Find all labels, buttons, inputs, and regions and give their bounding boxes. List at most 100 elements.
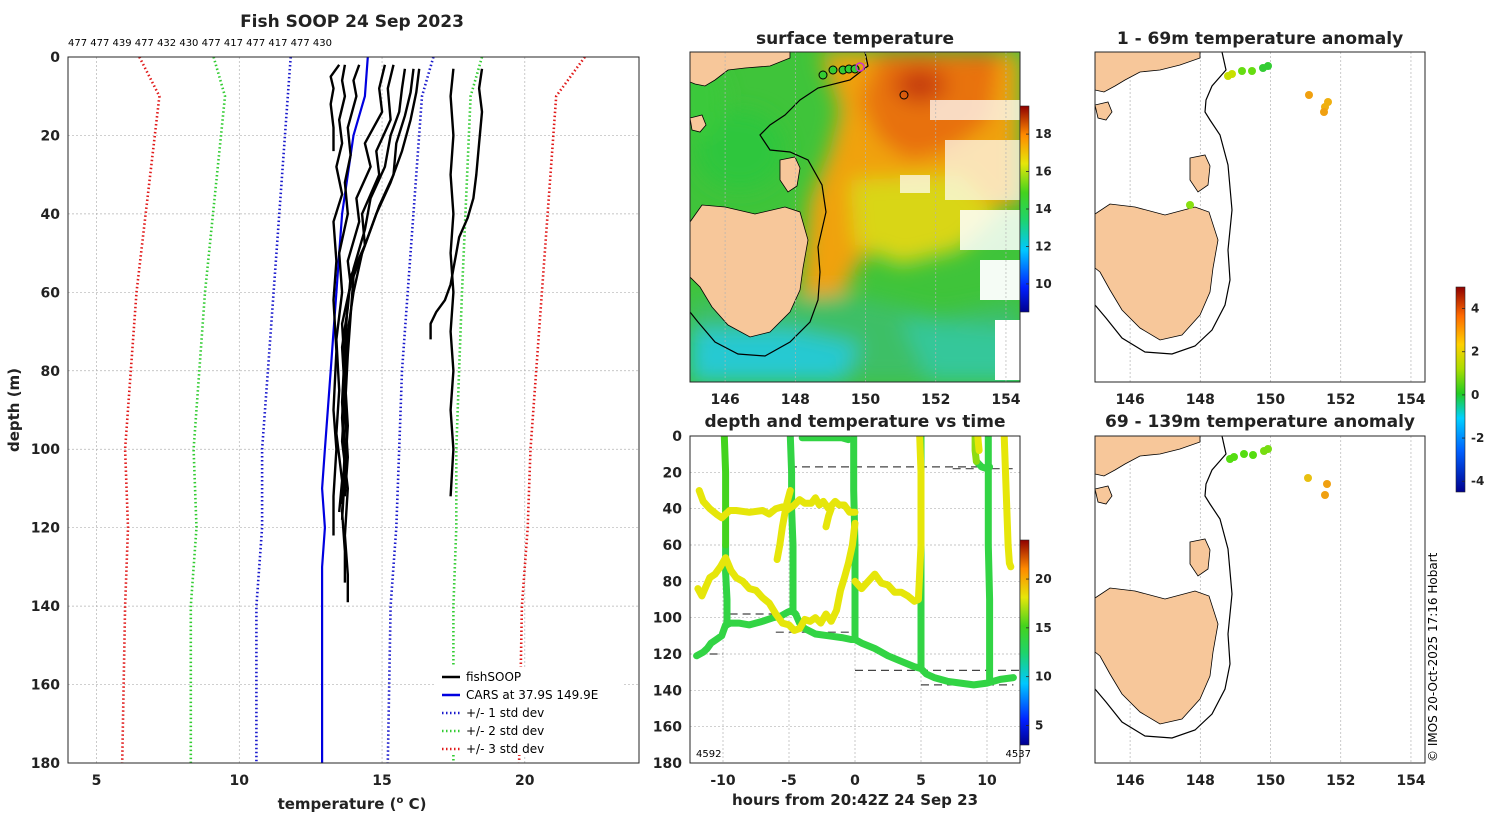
series--3-std-dev-high — [517, 57, 586, 763]
time-track — [1000, 436, 1015, 571]
y-tick-label: 100 — [653, 611, 682, 627]
y-tick-label: 60 — [663, 538, 683, 554]
y-tick-label: 0 — [672, 429, 682, 445]
time-tracks — [693, 436, 1017, 689]
anom-bottom-stations — [1226, 445, 1331, 499]
series--2-std-dev-low — [189, 57, 227, 763]
time-track — [694, 519, 859, 634]
y-tick-label: 80 — [663, 574, 683, 590]
y-tick-label: 40 — [41, 207, 61, 223]
colorbar-tick-label: 10 — [1035, 277, 1052, 291]
time-colorbar-ticks: 5 10 15 20 — [1026, 572, 1052, 732]
anom-colorbar-ticks: -4 -2 0 2 4 — [1462, 302, 1484, 488]
y-tick-label: 160 — [653, 720, 682, 736]
lon-tick-label: 152 — [1326, 392, 1355, 408]
legend-label: +/- 3 std dev — [466, 742, 544, 756]
colorbar-tick-label: 2 — [1471, 345, 1479, 359]
colorbar-tick-label: 16 — [1035, 165, 1052, 179]
series-fishsoop — [340, 68, 407, 505]
series-fishsoop — [429, 68, 484, 340]
profile-title: Fish SOOP 24 Sep 2023 — [240, 12, 464, 32]
y-tick-label: 160 — [31, 678, 60, 694]
anom-bottom-grid — [1129, 436, 1412, 763]
colorbar-tick-label: 4 — [1471, 302, 1479, 316]
y-tick-label: 140 — [31, 599, 60, 615]
series-fishsoop — [329, 64, 341, 152]
lon-tick-label: 146 — [710, 392, 739, 408]
time-track — [851, 436, 925, 605]
y-tick-label: 120 — [31, 521, 60, 537]
x-tick-label: 20 — [515, 773, 535, 789]
sst-grid — [724, 52, 1007, 382]
lon-tick-label: 148 — [1186, 392, 1215, 408]
lon-tick-label: 146 — [1115, 392, 1144, 408]
legend-box — [436, 667, 622, 755]
legend-label: CARS at 37.9S 149.9E — [466, 688, 598, 702]
colorbar-tick-label: 14 — [1035, 202, 1052, 216]
colorbar-tick-label: 20 — [1035, 572, 1052, 586]
legend-label: fishSOOP — [466, 670, 521, 684]
legend-label: +/- 1 std dev — [466, 706, 544, 720]
profile-axes-frame — [67, 56, 640, 764]
lon-tick-label: 150 — [851, 392, 880, 408]
time-track — [984, 436, 994, 683]
x-tick-label: 5 — [92, 773, 102, 789]
anom-colorbar — [1455, 286, 1466, 493]
time-track — [693, 606, 859, 660]
anom-top-map — [1095, 52, 1332, 355]
sst-cloud-mask — [900, 100, 1020, 380]
y-tick-label: 180 — [31, 756, 60, 772]
colorbar-tick-label: 10 — [1035, 670, 1052, 684]
sst-shelf-contour — [690, 52, 869, 357]
y-tick-label: 100 — [31, 442, 60, 458]
profile-id-row: 477 477 439 477 432 430 477 417 477 417 … — [68, 38, 332, 49]
anom-bottom-title: 69 - 139m temperature anomaly — [1105, 412, 1415, 432]
lon-tick-label: 152 — [1326, 773, 1355, 789]
time-track — [822, 505, 835, 531]
time-track — [720, 436, 730, 549]
anomaly-panel-bottom: 69 - 139m temperature anomaly 146 148 150 1… — [1094, 412, 1426, 789]
time-track — [695, 487, 859, 522]
colorbar-tick-label: 0 — [1471, 388, 1479, 402]
time-corner-left: 4592 — [696, 749, 721, 760]
profile-panel: Fish SOOP 24 Sep 2023 477 477 439 477 43… — [5, 12, 640, 813]
sst-land-mainland — [690, 52, 791, 87]
x-tick-label: 0 — [850, 773, 860, 789]
y-tick-label: 0 — [50, 50, 60, 66]
sst-ship-stations — [818, 62, 909, 100]
sst-colorbar-ticks: 10 12 14 16 18 — [1026, 127, 1052, 291]
profile-grid — [68, 56, 639, 764]
anom-top-title: 1 - 69m temperature anomaly — [1117, 29, 1403, 49]
lon-tick-label: 154 — [991, 392, 1020, 408]
lon-tick-label: 148 — [781, 392, 810, 408]
colorbar-tick-label: -2 — [1471, 431, 1484, 445]
lon-tick-label: 146 — [1115, 773, 1144, 789]
xlabel-sup: o — [396, 795, 403, 806]
anom-top-frame — [1094, 51, 1426, 383]
y-tick-label: 140 — [653, 683, 682, 699]
series-fishsoop — [335, 64, 361, 513]
series--1-std-dev-low — [255, 57, 292, 763]
colorbar-tick-label: -4 — [1471, 474, 1484, 488]
x-tick-label: -5 — [781, 773, 797, 789]
anom-top-stations — [1186, 62, 1332, 209]
anom-bottom-frame — [1094, 435, 1426, 764]
anomaly-panel-top: 1 - 69m temperature anomaly — [1094, 29, 1426, 408]
credit-text: © IMOS 20-Oct-2025 17:16 Hobart — [1426, 552, 1440, 762]
lon-tick-label: 148 — [1186, 773, 1215, 789]
time-colorbar — [1019, 539, 1030, 746]
xlabel-head: temperature ( — [278, 795, 397, 813]
colorbar-tick-label: 18 — [1035, 127, 1052, 141]
sst-panel: surface temperature — [689, 29, 1052, 408]
series-fishsoop — [332, 64, 347, 536]
xlabel-tail: C) — [403, 795, 426, 813]
lon-tick-label: 150 — [1256, 392, 1285, 408]
sst-title: surface temperature — [756, 29, 954, 49]
lon-tick-label: 152 — [921, 392, 950, 408]
time-track — [851, 636, 1017, 689]
lon-tick-label: 150 — [1256, 773, 1285, 789]
colorbar-tick-label: 15 — [1035, 621, 1052, 635]
